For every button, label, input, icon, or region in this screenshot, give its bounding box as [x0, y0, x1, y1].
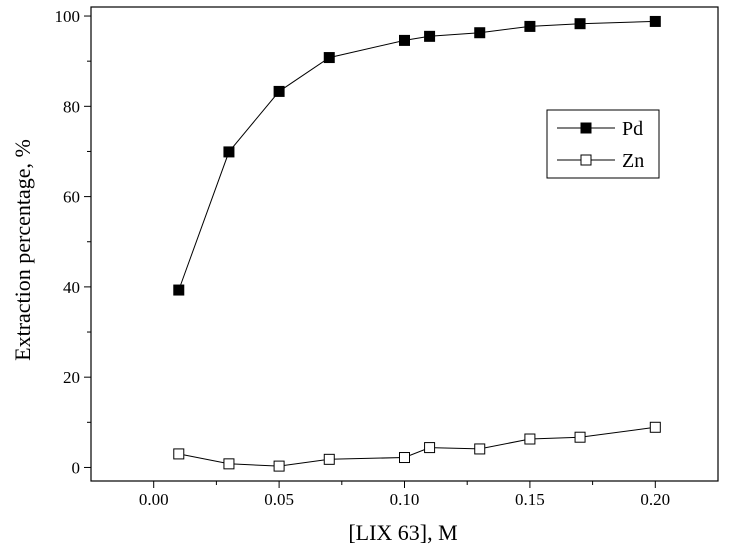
data-point-zn [574, 431, 586, 443]
y-axis-title: Extraction percentage, % [10, 139, 35, 361]
axis-ticks: 0.00 0.05 0.10 0.15 0.20 0 20 40 60 80 100 [55, 7, 671, 509]
y-tick-label: 40 [63, 278, 80, 297]
data-point-zn [323, 453, 335, 465]
data-point-zn [223, 458, 235, 470]
y-tick-label: 80 [63, 97, 80, 116]
legend: Pd Zn [546, 109, 660, 179]
legend-label-pd: Pd [622, 118, 643, 140]
x-tick-label: 0.10 [390, 490, 420, 509]
x-tick-label: 0.05 [264, 490, 294, 509]
y-tick-label: 60 [63, 188, 80, 207]
plot-area-border [90, 6, 719, 482]
series-layer [173, 15, 661, 472]
legend-marker-zn [580, 154, 592, 166]
y-tick-label: 100 [55, 7, 81, 26]
data-point-pd [574, 18, 586, 30]
legend-marker-pd [580, 122, 592, 134]
x-tick-label: 0.20 [640, 490, 670, 509]
data-point-zn [474, 443, 486, 455]
series-line-pd [178, 20, 656, 291]
data-point-zn [173, 448, 185, 460]
data-point-pd [273, 85, 285, 97]
data-point-pd [173, 284, 185, 296]
y-tick-label: 20 [63, 368, 80, 387]
data-point-pd [323, 52, 335, 64]
data-point-zn [524, 433, 536, 445]
series-line-zn [178, 426, 656, 467]
data-point-pd [424, 30, 436, 42]
data-point-pd [474, 27, 486, 39]
data-point-pd [649, 15, 661, 27]
data-point-zn [649, 421, 661, 433]
x-axis-title: [LIX 63], M [348, 520, 457, 545]
legend-box [546, 109, 660, 179]
data-point-zn [424, 442, 436, 454]
x-tick-label: 0.00 [139, 490, 169, 509]
x-tick-label: 0.15 [515, 490, 545, 509]
data-point-pd [399, 34, 410, 46]
data-point-pd [223, 146, 235, 158]
legend-label-zn: Zn [622, 150, 644, 172]
plot-frame [90, 6, 719, 482]
data-point-zn [273, 460, 285, 472]
data-point-zn [399, 452, 410, 464]
data-point-pd [524, 20, 536, 32]
y-tick-label: 0 [72, 458, 81, 477]
